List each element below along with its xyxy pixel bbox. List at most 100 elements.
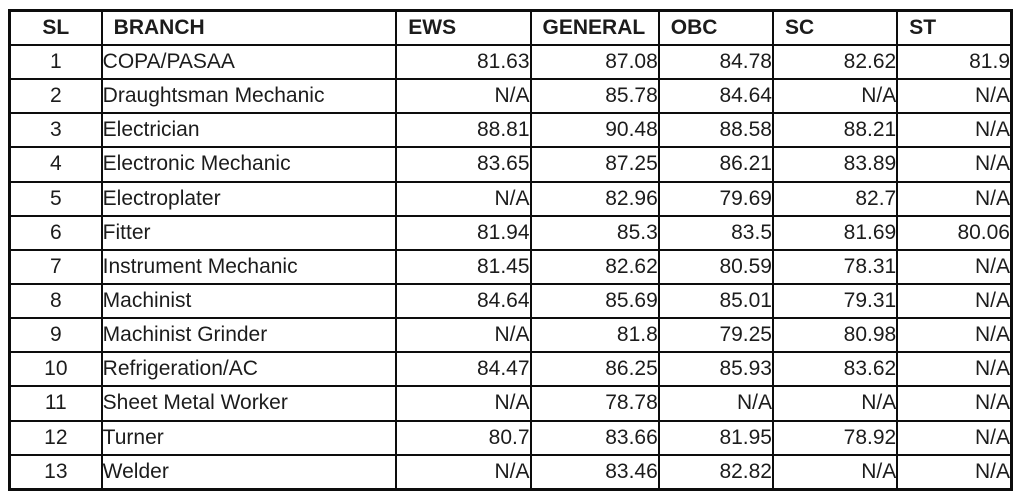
cell-ews: N/A [395, 78, 532, 115]
cell-branch: Electroplater [100, 180, 398, 217]
cell-obc: 84.64 [657, 78, 775, 115]
cell-sl: 3 [8, 112, 103, 149]
cell-st: N/A [896, 317, 1013, 354]
cell-branch: Machinist Grinder [100, 317, 398, 354]
cell-sl: 7 [8, 248, 103, 285]
cell-ews: 81.94 [395, 214, 532, 251]
table-row: 13 Welder N/A 83.46 82.82 N/A N/A [8, 453, 1013, 491]
table-row: 9 Machinist Grinder N/A 81.8 79.25 80.98 N/A [8, 317, 1013, 354]
cell-branch: Electronic Mechanic [100, 146, 398, 183]
cell-sc: N/A [771, 385, 899, 422]
cell-ews: N/A [395, 385, 532, 422]
cell-general: 81.8 [529, 317, 660, 354]
cell-obc: 85.01 [657, 282, 775, 320]
cell-general: 82.96 [529, 180, 660, 217]
cell-general: 78.78 [529, 385, 660, 422]
cell-sl: 5 [8, 180, 103, 217]
table-row: 6 Fitter 81.94 85.3 83.5 81.69 80.06 [8, 214, 1013, 251]
cell-st: N/A [896, 282, 1013, 320]
cell-sc: 88.21 [771, 112, 899, 149]
cell-sl: 11 [8, 385, 103, 422]
column-header-sl: SL [8, 9, 103, 46]
cell-sc: N/A [771, 453, 899, 491]
cell-obc: 85.93 [657, 351, 775, 388]
table-row: 5 Electroplater N/A 82.96 79.69 82.7 N/A [8, 180, 1013, 217]
cell-obc: 84.78 [657, 43, 775, 81]
cell-branch: Draughtsman Mechanic [100, 78, 398, 115]
table-row: 3 Electrician 88.81 90.48 88.58 88.21 N/A [8, 112, 1013, 149]
cell-ews: 81.45 [395, 248, 532, 285]
cell-ews: N/A [395, 453, 532, 491]
table-row: 4 Electronic Mechanic 83.65 87.25 86.21 83.89… [8, 146, 1013, 183]
table-row: 8 Machinist 84.64 85.69 85.01 79.31 N/A [8, 282, 1013, 320]
column-header-st: ST [896, 9, 1013, 46]
cell-sc: 78.31 [771, 248, 899, 285]
table-row: 10 Refrigeration/AC 84.47 86.25 85.93 83.62 N/… [8, 351, 1013, 388]
cell-st: N/A [896, 180, 1013, 217]
cell-general: 90.48 [529, 112, 660, 149]
cell-sl: 12 [8, 419, 103, 456]
column-header-general: GENERAL [529, 9, 660, 46]
cell-st: N/A [896, 146, 1013, 183]
cell-branch: COPA/PASAA [100, 43, 398, 81]
cell-obc: 79.69 [657, 180, 775, 217]
cell-ews: 84.47 [395, 351, 532, 388]
cell-st: 81.9 [896, 43, 1013, 81]
cell-obc: 81.95 [657, 419, 775, 456]
cell-sc: 82.62 [771, 43, 899, 81]
cell-general: 86.25 [529, 351, 660, 388]
cell-branch: Fitter [100, 214, 398, 251]
cell-sl: 6 [8, 214, 103, 251]
table-row: 12 Turner 80.7 83.66 81.95 78.92 N/A [8, 419, 1013, 456]
cell-obc: 83.5 [657, 214, 775, 251]
cell-sl: 10 [8, 351, 103, 388]
column-header-branch: BRANCH [100, 9, 398, 46]
cell-obc: 80.59 [657, 248, 775, 285]
cell-sc: 83.89 [771, 146, 899, 183]
cell-general: 85.69 [529, 282, 660, 320]
table-row: 2 Draughtsman Mechanic N/A 85.78 84.64 N/A N/A [8, 78, 1013, 115]
cell-st: N/A [896, 351, 1013, 388]
cell-branch: Refrigeration/AC [100, 351, 398, 388]
cell-obc: 82.82 [657, 453, 775, 491]
cell-st: N/A [896, 385, 1013, 422]
cell-general: 82.62 [529, 248, 660, 285]
cell-sc: 79.31 [771, 282, 899, 320]
cell-sc: 82.7 [771, 180, 899, 217]
cell-general: 83.46 [529, 453, 660, 491]
cell-ews: N/A [395, 180, 532, 217]
cell-st: N/A [896, 419, 1013, 456]
cell-branch: Sheet Metal Worker [100, 385, 398, 422]
table-row: 1 COPA/PASAA 81.63 87.08 84.78 82.62 81.9 [8, 43, 1013, 81]
cell-ews: 88.81 [395, 112, 532, 149]
cell-branch: Machinist [100, 282, 398, 320]
cell-branch: Instrument Mechanic [100, 248, 398, 285]
column-header-obc: OBC [657, 9, 775, 46]
header-row: SL BRANCH EWS GENERAL OBC SC ST [8, 9, 1013, 46]
cell-obc: 88.58 [657, 112, 775, 149]
cell-branch: Turner [100, 419, 398, 456]
cell-sl: 1 [8, 43, 103, 81]
cell-st: N/A [896, 78, 1013, 115]
cell-sc: N/A [771, 78, 899, 115]
branch-cutoff-table: SL BRANCH EWS GENERAL OBC SC ST 1 COPA/PA… [8, 9, 1013, 491]
cell-obc: 79.25 [657, 317, 775, 354]
cell-obc: 86.21 [657, 146, 775, 183]
cell-general: 85.78 [529, 78, 660, 115]
table-row: 7 Instrument Mechanic 81.45 82.62 80.59 78.31… [8, 248, 1013, 285]
cell-ews: 80.7 [395, 419, 532, 456]
cell-ews: 84.64 [395, 282, 532, 320]
cell-st: N/A [896, 112, 1013, 149]
cell-branch: Electrician [100, 112, 398, 149]
cell-sl: 4 [8, 146, 103, 183]
cell-sl: 9 [8, 317, 103, 354]
cell-st: N/A [896, 453, 1013, 491]
cell-general: 85.3 [529, 214, 660, 251]
cell-general: 87.08 [529, 43, 660, 81]
cell-st: N/A [896, 248, 1013, 285]
cell-sl: 8 [8, 282, 103, 320]
cell-sl: 2 [8, 78, 103, 115]
table-row: 11 Sheet Metal Worker N/A 78.78 N/A N/A N/A [8, 385, 1013, 422]
column-header-sc: SC [771, 9, 899, 46]
